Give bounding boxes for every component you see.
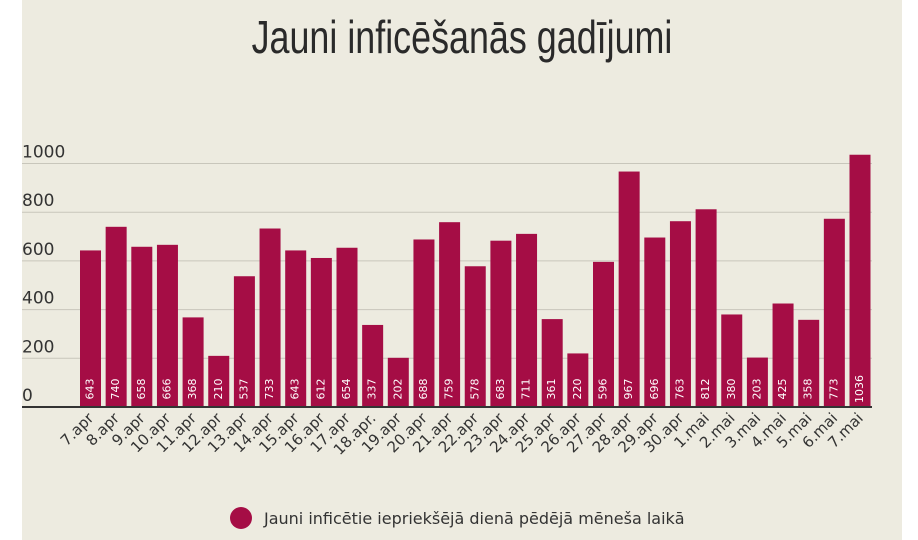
y-tick-label: 800	[22, 191, 54, 211]
y-tick-label: 0	[22, 386, 33, 406]
y-tick-label: 400	[22, 289, 54, 309]
data-label: 683	[494, 379, 507, 400]
data-label: 773	[827, 379, 840, 400]
data-label: 654	[340, 379, 353, 400]
data-label: 380	[725, 379, 738, 400]
data-label: 210	[212, 379, 225, 400]
data-label: 967	[622, 379, 635, 400]
data-label: 596	[597, 379, 610, 400]
data-label: 337	[366, 379, 379, 400]
bar	[182, 317, 204, 407]
data-label: 537	[237, 379, 250, 400]
data-label: 368	[186, 379, 199, 400]
data-label: 425	[776, 379, 789, 400]
data-label: 361	[545, 379, 558, 400]
y-tick-label: 200	[22, 337, 54, 357]
data-label: 203	[750, 379, 763, 400]
bar	[669, 221, 691, 407]
data-label: 220	[571, 379, 584, 400]
data-label: 612	[314, 379, 327, 400]
legend: Jauni inficētie iepriekšējā dienā pēdējā…	[230, 505, 685, 531]
bar	[362, 324, 384, 407]
bar	[593, 261, 614, 407]
data-label: 658	[135, 379, 148, 400]
bar	[156, 244, 178, 407]
bar	[80, 250, 101, 407]
y-tick-label: 600	[22, 240, 54, 260]
bar	[516, 233, 538, 407]
data-label: 759	[443, 379, 456, 400]
data-label: 763	[673, 379, 686, 400]
bar	[490, 240, 512, 407]
bar	[259, 228, 281, 407]
bar	[567, 353, 589, 407]
bar	[387, 357, 409, 407]
data-label: 1036	[853, 375, 866, 403]
data-label: 812	[699, 379, 712, 400]
bar	[823, 218, 845, 407]
bar	[233, 276, 255, 407]
bar	[798, 319, 820, 407]
legend-label: Jauni inficētie iepriekšējā dienā pēdējā…	[264, 508, 685, 528]
bar	[644, 237, 666, 407]
bar	[618, 171, 640, 407]
bar	[464, 266, 486, 407]
data-label: 202	[391, 379, 404, 400]
bar	[721, 314, 743, 407]
data-label: 666	[160, 379, 173, 400]
data-label: 688	[417, 379, 430, 400]
bar	[849, 154, 871, 407]
data-label: 711	[520, 379, 533, 400]
bar	[772, 303, 794, 407]
data-label: 643	[289, 379, 302, 400]
bar	[746, 357, 768, 407]
bar	[541, 319, 563, 407]
bar	[336, 247, 358, 407]
bar	[131, 246, 153, 407]
chart-title: Jauni inficēšanās gadījumi	[251, 11, 673, 63]
bar	[105, 226, 127, 407]
data-label: 643	[84, 379, 97, 400]
y-tick-label: 1000	[22, 143, 65, 163]
bar	[208, 355, 230, 407]
bar	[285, 250, 307, 407]
data-label: 733	[263, 379, 276, 400]
legend-marker	[230, 507, 252, 529]
data-label: 578	[468, 379, 481, 400]
data-label: 740	[109, 379, 122, 400]
data-label: 358	[802, 379, 815, 400]
data-label: 696	[648, 379, 661, 400]
bar	[695, 209, 717, 407]
bar	[310, 257, 332, 407]
bar	[439, 222, 461, 407]
bar	[413, 239, 435, 407]
